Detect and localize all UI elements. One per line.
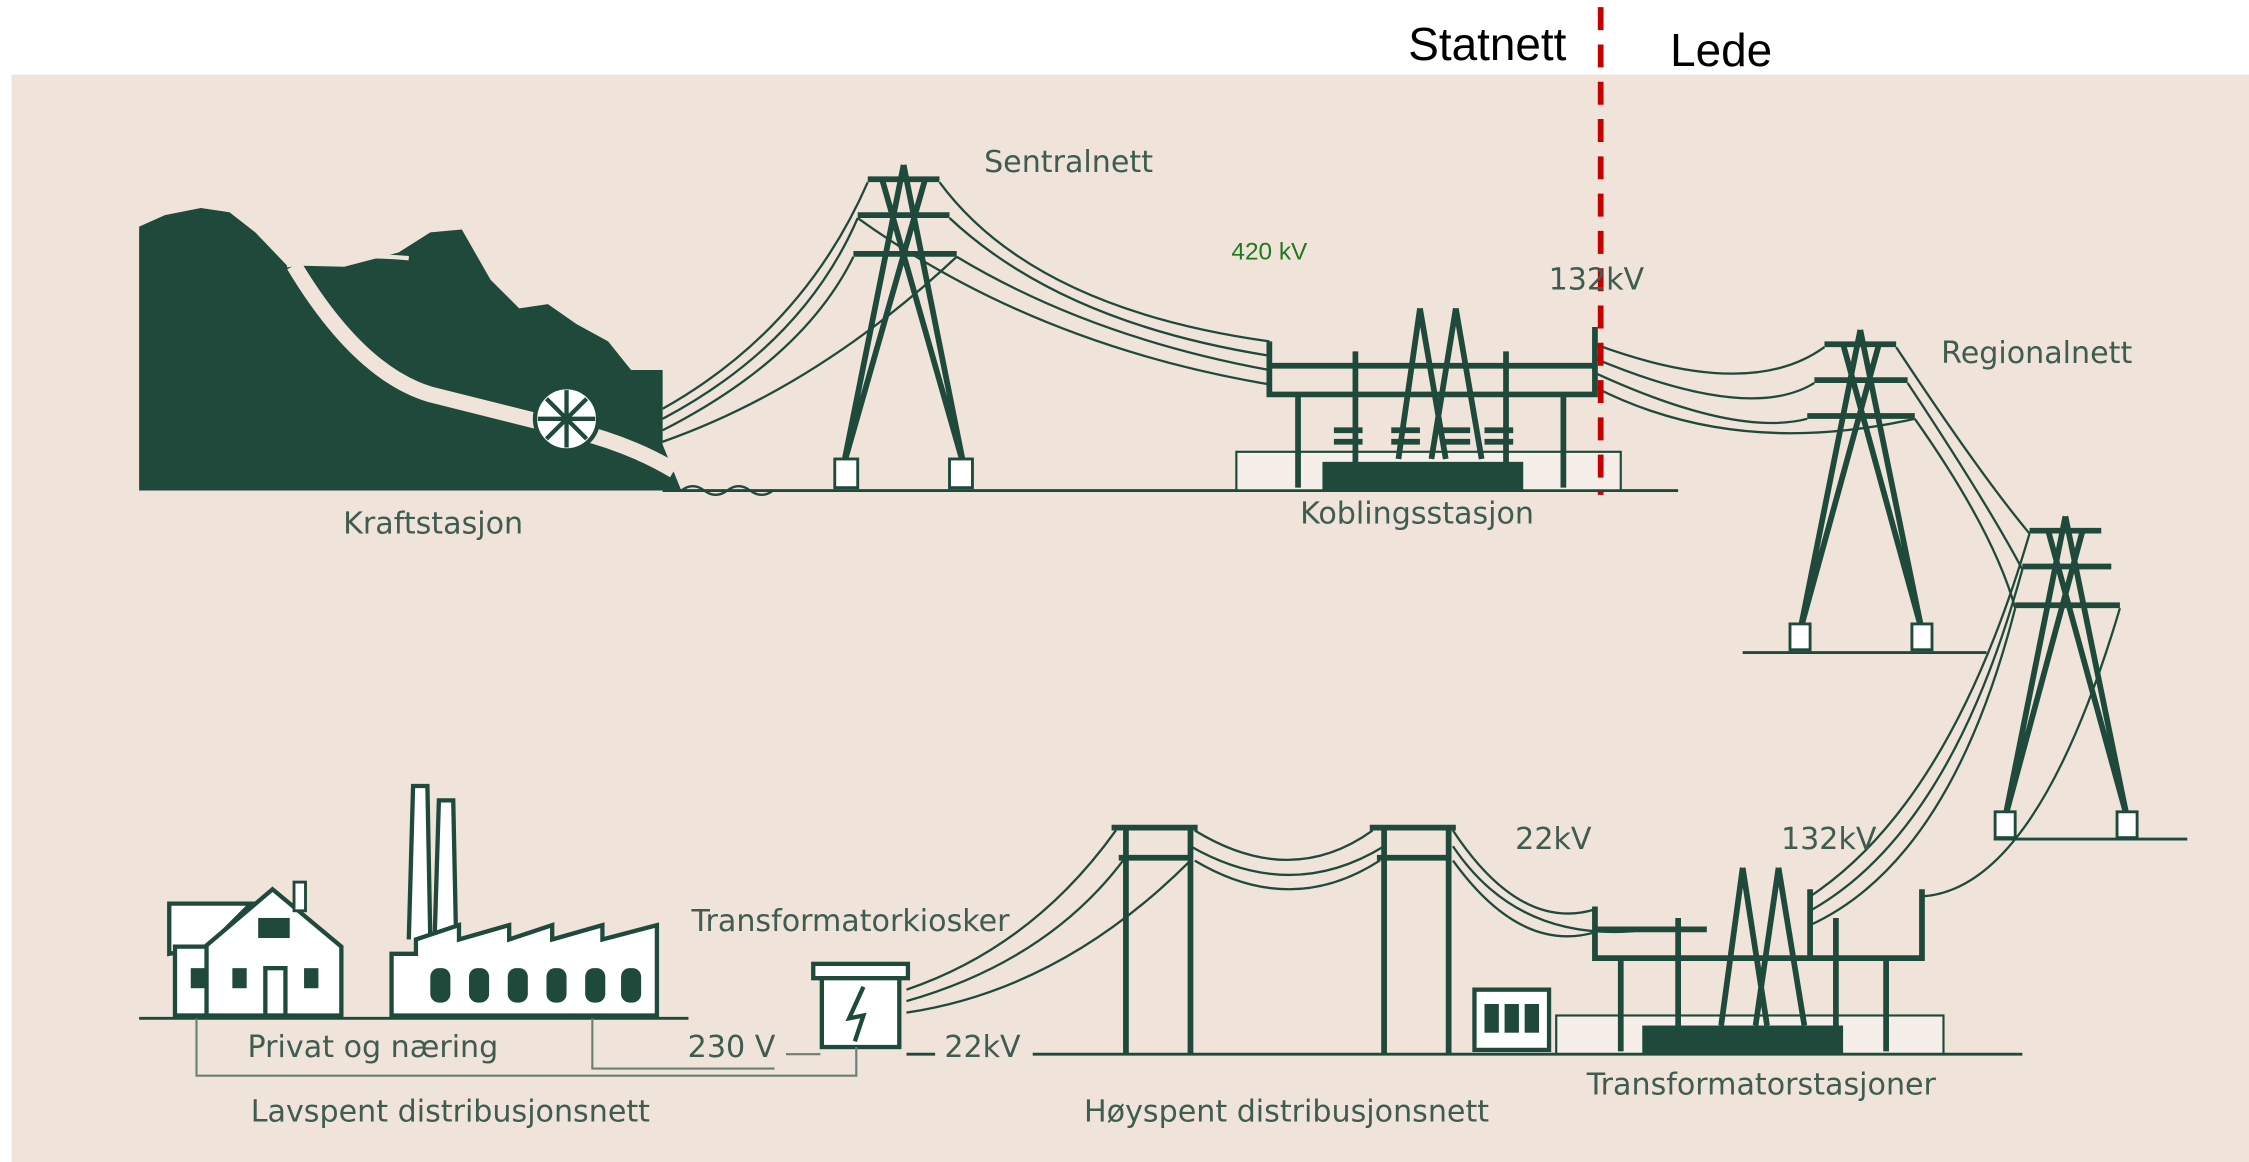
header-right: Lede	[1670, 24, 1772, 76]
label: 22kV	[944, 1030, 1021, 1065]
label: 132kV	[1549, 263, 1645, 298]
label: Transformatorkiosker	[691, 904, 1011, 939]
transformer-kiosk	[813, 964, 908, 1047]
header-left: Statnett	[1408, 18, 1566, 70]
background	[11, 75, 2249, 1162]
label: 22kV	[1515, 822, 1592, 857]
label: 132kV	[1781, 822, 1877, 857]
label: Kraftstasjon	[343, 507, 523, 542]
label: Høyspent distribusjonsnett	[1084, 1095, 1489, 1130]
label: Lavspent distribusjonsnett	[251, 1095, 650, 1130]
label: Sentralnett	[984, 145, 1153, 180]
label: 420 kV	[1231, 239, 1308, 266]
label: Privat og næring	[248, 1030, 499, 1065]
label: Koblingsstasjon	[1300, 497, 1534, 532]
label: Regionalnett	[1941, 336, 2132, 371]
label: Transformatorstasjoner	[1586, 1067, 1937, 1102]
label: 230 V	[688, 1030, 776, 1065]
diagram: Statnett Lede Sentralnett 420 kV 132kV R…	[0, 0, 2249, 1162]
